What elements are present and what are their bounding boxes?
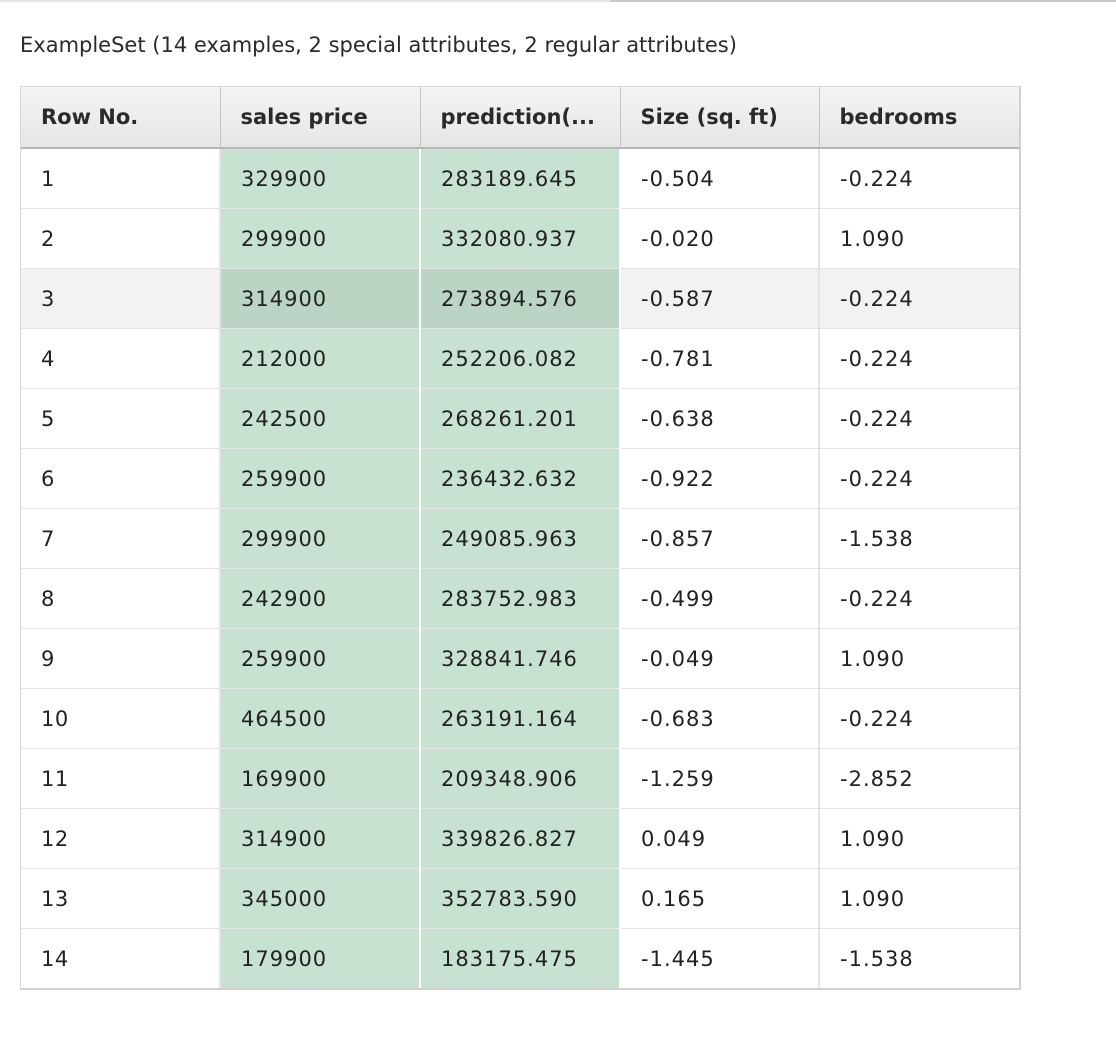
cell-sales-price[interactable]: 314900 (220, 808, 421, 869)
cell-row-no[interactable]: 8 (21, 568, 221, 629)
table-header-row: Row No. sales price prediction(... Size … (21, 87, 1019, 149)
table-row[interactable]: 2 299900 332080.937 -0.020 1.090 (21, 208, 1019, 269)
cell-prediction[interactable]: 252206.082 (420, 328, 621, 389)
cell-row-no[interactable]: 9 (21, 628, 221, 689)
cell-bedrooms[interactable]: -0.224 (819, 148, 1019, 209)
cell-size[interactable]: -1.445 (620, 928, 820, 988)
cell-prediction[interactable]: 209348.906 (420, 748, 621, 809)
cell-row-no[interactable]: 4 (21, 328, 221, 389)
table-row[interactable]: 7 299900 249085.963 -0.857 -1.538 (21, 508, 1019, 569)
cell-bedrooms[interactable]: -0.224 (819, 448, 1019, 509)
cell-size[interactable]: -0.499 (620, 568, 820, 629)
cell-sales-price[interactable]: 259900 (220, 628, 421, 689)
table-row[interactable]: 8 242900 283752.983 -0.499 -0.224 (21, 568, 1019, 629)
cell-row-no[interactable]: 3 (21, 268, 221, 329)
cell-bedrooms[interactable]: 1.090 (819, 868, 1019, 929)
cell-bedrooms[interactable]: -0.224 (819, 388, 1019, 449)
cell-bedrooms[interactable]: 1.090 (819, 808, 1019, 869)
cell-row-no[interactable]: 6 (21, 448, 221, 509)
data-table: Row No. sales price prediction(... Size … (21, 87, 1019, 988)
table-row[interactable]: 6 259900 236432.632 -0.922 -0.224 (21, 448, 1019, 509)
cell-prediction[interactable]: 236432.632 (420, 448, 621, 509)
cell-prediction[interactable]: 283752.983 (420, 568, 621, 629)
cell-prediction[interactable]: 263191.164 (420, 688, 621, 749)
cell-prediction[interactable]: 352783.590 (420, 868, 621, 929)
cell-sales-price[interactable]: 242500 (220, 388, 421, 449)
table-row[interactable]: 11 169900 209348.906 -1.259 -2.852 (21, 748, 1019, 809)
cell-row-no[interactable]: 1 (21, 148, 221, 209)
table-row[interactable]: 9 259900 328841.746 -0.049 1.090 (21, 628, 1019, 689)
cell-row-no[interactable]: 14 (21, 928, 221, 988)
cell-row-no[interactable]: 10 (21, 688, 221, 749)
cell-prediction[interactable]: 339826.827 (420, 808, 621, 869)
column-header-bedrooms[interactable]: bedrooms (819, 87, 1019, 149)
table-row[interactable]: 4 212000 252206.082 -0.781 -0.224 (21, 328, 1019, 389)
cell-bedrooms[interactable]: 1.090 (819, 208, 1019, 269)
table-row[interactable]: 1 329900 283189.645 -0.504 -0.224 (21, 148, 1019, 209)
cell-prediction[interactable]: 183175.475 (420, 928, 621, 988)
column-header-size[interactable]: Size (sq. ft) (620, 87, 820, 149)
column-header-prediction[interactable]: prediction(... (420, 87, 621, 149)
cell-sales-price[interactable]: 169900 (220, 748, 421, 809)
cell-size[interactable]: -0.049 (620, 628, 820, 689)
cell-bedrooms[interactable]: -2.852 (819, 748, 1019, 809)
cell-sales-price[interactable]: 179900 (220, 928, 421, 988)
cell-size[interactable]: 0.049 (620, 808, 820, 869)
cell-size[interactable]: -0.781 (620, 328, 820, 389)
cell-prediction[interactable]: 273894.576 (420, 268, 621, 329)
table-body: 1 329900 283189.645 -0.504 -0.224 2 299900 3320… (21, 148, 1019, 988)
cell-sales-price[interactable]: 329900 (220, 148, 421, 209)
cell-bedrooms[interactable]: 1.090 (819, 628, 1019, 689)
cell-sales-price[interactable]: 299900 (220, 208, 421, 269)
cell-prediction[interactable]: 283189.645 (420, 148, 621, 209)
table-row[interactable]: 14 179900 183175.475 -1.445 -1.538 (21, 928, 1019, 988)
column-header-row-no[interactable]: Row No. (21, 87, 221, 149)
table-row[interactable]: 12 314900 339826.827 0.049 1.090 (21, 808, 1019, 869)
cell-sales-price[interactable]: 345000 (220, 868, 421, 929)
cell-size[interactable]: -0.504 (620, 148, 820, 209)
table-row[interactable]: 10 464500 263191.164 -0.683 -0.224 (21, 688, 1019, 749)
cell-bedrooms[interactable]: -1.538 (819, 928, 1019, 988)
exampleset-caption: ExampleSet (14 examples, 2 special attri… (20, 33, 737, 57)
cell-bedrooms[interactable]: -0.224 (819, 688, 1019, 749)
table-row[interactable]: 5 242500 268261.201 -0.638 -0.224 (21, 388, 1019, 449)
cell-sales-price[interactable]: 242900 (220, 568, 421, 629)
cell-sales-price[interactable]: 314900 (220, 268, 421, 329)
column-header-sales-price[interactable]: sales price (220, 87, 421, 149)
cell-row-no[interactable]: 11 (21, 748, 221, 809)
cell-row-no[interactable]: 12 (21, 808, 221, 869)
cell-prediction[interactable]: 268261.201 (420, 388, 621, 449)
data-table-container[interactable]: Row No. sales price prediction(... Size … (20, 86, 1021, 990)
cell-prediction[interactable]: 328841.746 (420, 628, 621, 689)
cell-bedrooms[interactable]: -0.224 (819, 568, 1019, 629)
cell-row-no[interactable]: 13 (21, 868, 221, 929)
table-row[interactable]: 3 314900 273894.576 -0.587 -0.224 (21, 268, 1019, 329)
cell-prediction[interactable]: 332080.937 (420, 208, 621, 269)
cell-prediction[interactable]: 249085.963 (420, 508, 621, 569)
cell-bedrooms[interactable]: -1.538 (819, 508, 1019, 569)
top-border (0, 0, 610, 2)
cell-size[interactable]: 0.165 (620, 868, 820, 929)
cell-size[interactable]: -1.259 (620, 748, 820, 809)
cell-sales-price[interactable]: 464500 (220, 688, 421, 749)
cell-sales-price[interactable]: 212000 (220, 328, 421, 389)
cell-row-no[interactable]: 2 (21, 208, 221, 269)
cell-size[interactable]: -0.638 (620, 388, 820, 449)
cell-size[interactable]: -0.020 (620, 208, 820, 269)
table-row[interactable]: 13 345000 352783.590 0.165 1.090 (21, 868, 1019, 929)
cell-size[interactable]: -0.922 (620, 448, 820, 509)
cell-size[interactable]: -0.857 (620, 508, 820, 569)
cell-row-no[interactable]: 7 (21, 508, 221, 569)
cell-row-no[interactable]: 5 (21, 388, 221, 449)
cell-size[interactable]: -0.587 (620, 268, 820, 329)
top-border-tab (610, 0, 1116, 2)
cell-bedrooms[interactable]: -0.224 (819, 328, 1019, 389)
cell-bedrooms[interactable]: -0.224 (819, 268, 1019, 329)
cell-size[interactable]: -0.683 (620, 688, 820, 749)
cell-sales-price[interactable]: 259900 (220, 448, 421, 509)
cell-sales-price[interactable]: 299900 (220, 508, 421, 569)
